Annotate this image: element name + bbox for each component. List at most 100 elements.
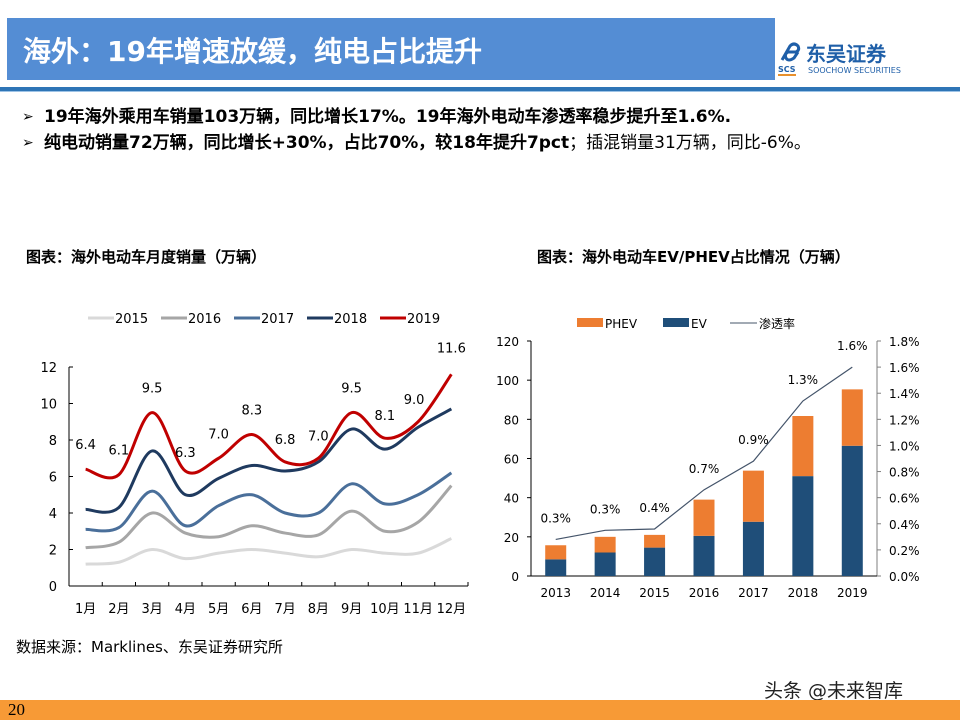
bar-phev xyxy=(594,536,616,553)
data-source: 数据来源：Marklines、东吴证券研究所 xyxy=(16,638,283,656)
data-label: 7.0 xyxy=(208,427,229,442)
y-tick-label: 80 xyxy=(504,413,519,427)
penetration-line xyxy=(555,366,853,541)
data-label: 1.6% xyxy=(837,339,868,353)
bar-ev xyxy=(693,535,715,576)
x-tick-label: 2月 xyxy=(108,602,129,617)
y2-tick-label: 1.4% xyxy=(889,387,920,401)
y2-tick-label: 1.2% xyxy=(889,413,920,427)
data-label: 6.8 xyxy=(275,433,296,448)
series-line-2015 xyxy=(85,537,453,566)
bar-ev xyxy=(841,445,863,576)
data-label: 9.5 xyxy=(341,382,362,397)
x-tick-label: 2017 xyxy=(738,586,769,600)
bullet-list: ➢ 19年海外乘用车销量103万辆，同比增长17%。19年海外电动车渗透率稳步提… xyxy=(22,104,942,156)
y2-tick-label: 0.2% xyxy=(889,544,920,558)
bullet-bold-text: 19年海外乘用车销量103万辆，同比增长17%。19年海外电动车渗透率稳步提升至… xyxy=(44,107,732,127)
chart-title-monthly: 图表：海外电动车月度销量（万辆） xyxy=(26,248,267,266)
x-tick-label: 2016 xyxy=(689,586,720,600)
y-tick-label: 60 xyxy=(504,453,519,467)
series-line-2019 xyxy=(85,373,453,480)
series-line-2017 xyxy=(85,471,453,533)
y-tick-label: 4 xyxy=(49,507,57,522)
y-tick-label: 10 xyxy=(40,398,57,413)
bullet-item: ➢ 19年海外乘用车销量103万辆，同比增长17%。19年海外电动车渗透率稳步提… xyxy=(22,104,942,130)
x-tick-label: 2015 xyxy=(639,586,670,600)
series-line-2016 xyxy=(85,484,453,550)
data-label: 9.5 xyxy=(142,382,163,397)
logo-en: SOOCHOW SECURITIES xyxy=(808,66,901,75)
legend-swatch-ev xyxy=(663,318,689,327)
legend-label: PHEV xyxy=(605,317,638,331)
bar-phev xyxy=(644,534,666,548)
x-tick-label: 11月 xyxy=(403,602,433,617)
y-tick-label: 40 xyxy=(504,492,519,506)
data-label: 9.0 xyxy=(404,393,425,408)
x-tick-label: 10月 xyxy=(370,602,400,617)
y-tick-label: 120 xyxy=(496,335,519,349)
bullet-item: ➢ 纯电动销量72万辆，同比增长+30%，占比70%，较18年提升7pct；插混… xyxy=(22,130,942,156)
x-tick-label: 9月 xyxy=(341,602,362,617)
y2-tick-label: 1.0% xyxy=(889,439,920,453)
y-tick-label: 8 xyxy=(49,434,57,449)
legend-label: 2015 xyxy=(115,312,148,327)
x-tick-label: 4月 xyxy=(175,602,196,617)
y-tick-label: 0 xyxy=(511,570,519,584)
slide-title: 海外：19年增速放缓，纯电占比提升 xyxy=(23,35,482,68)
legend-label: 2018 xyxy=(334,312,367,327)
x-tick-label: 2013 xyxy=(540,586,571,600)
data-label: 11.6 xyxy=(437,341,466,356)
data-label: 0.3% xyxy=(590,502,621,516)
x-tick-label: 7月 xyxy=(274,602,295,617)
data-label: 6.1 xyxy=(109,444,130,459)
bar-phev xyxy=(841,389,863,446)
series-line-2018 xyxy=(85,407,453,514)
bar-ev xyxy=(742,521,764,576)
x-tick-label: 2018 xyxy=(788,586,819,600)
data-label: 7.0 xyxy=(308,429,329,444)
title-banner: 海外：19年增速放缓，纯电占比提升 xyxy=(7,18,775,80)
data-label: 1.3% xyxy=(788,373,819,387)
x-tick-label: 8月 xyxy=(308,602,329,617)
y-tick-label: 2 xyxy=(49,544,57,559)
arrow-bullet-icon: ➢ xyxy=(22,135,34,151)
arrow-bullet-icon: ➢ xyxy=(22,109,34,125)
data-label: 8.3 xyxy=(242,404,263,419)
data-label: 0.4% xyxy=(639,501,670,515)
bar-ev xyxy=(545,559,567,576)
y2-tick-label: 1.8% xyxy=(889,335,920,349)
y-tick-label: 12 xyxy=(40,361,57,376)
soochow-logo: SCS 东吴证券 SOOCHOW SECURITIES xyxy=(778,42,918,82)
y-tick-label: 0 xyxy=(49,580,57,595)
bar-phev xyxy=(545,545,567,560)
y2-tick-label: 1.6% xyxy=(889,361,920,375)
page-number: 20 xyxy=(8,700,25,719)
y2-tick-label: 0.4% xyxy=(889,518,920,532)
legend-label: 2019 xyxy=(407,312,440,327)
footer-bar: 20 xyxy=(0,700,960,720)
y2-tick-label: 0.0% xyxy=(889,570,920,584)
data-label: 0.3% xyxy=(540,511,571,525)
bar-phev xyxy=(742,470,764,522)
y2-tick-label: 0.6% xyxy=(889,492,920,506)
logo-mark-icon xyxy=(780,42,801,62)
data-label: 8.1 xyxy=(375,409,396,424)
data-label: 0.7% xyxy=(689,462,720,476)
x-tick-label: 6月 xyxy=(241,602,262,617)
header-divider xyxy=(0,87,960,92)
legend-swatch-phev xyxy=(577,318,603,327)
watermark: 头条 @未来智库 xyxy=(764,680,904,702)
legend-label: 渗透率 xyxy=(759,316,795,331)
data-label: 6.3 xyxy=(175,446,196,461)
x-tick-label: 3月 xyxy=(141,602,162,617)
x-tick-label: 12月 xyxy=(437,602,467,617)
y2-tick-label: 0.8% xyxy=(889,466,920,480)
x-tick-label: 2019 xyxy=(837,586,868,600)
y-tick-label: 20 xyxy=(504,531,519,545)
bar-ev xyxy=(644,547,666,576)
y-tick-label: 100 xyxy=(496,374,519,388)
bullet-text: ；插混销量31万辆，同比-6%。 xyxy=(569,133,811,153)
bar-ev xyxy=(792,476,814,576)
logo-abbr: SCS xyxy=(778,65,796,76)
legend-label: 2016 xyxy=(188,312,221,327)
